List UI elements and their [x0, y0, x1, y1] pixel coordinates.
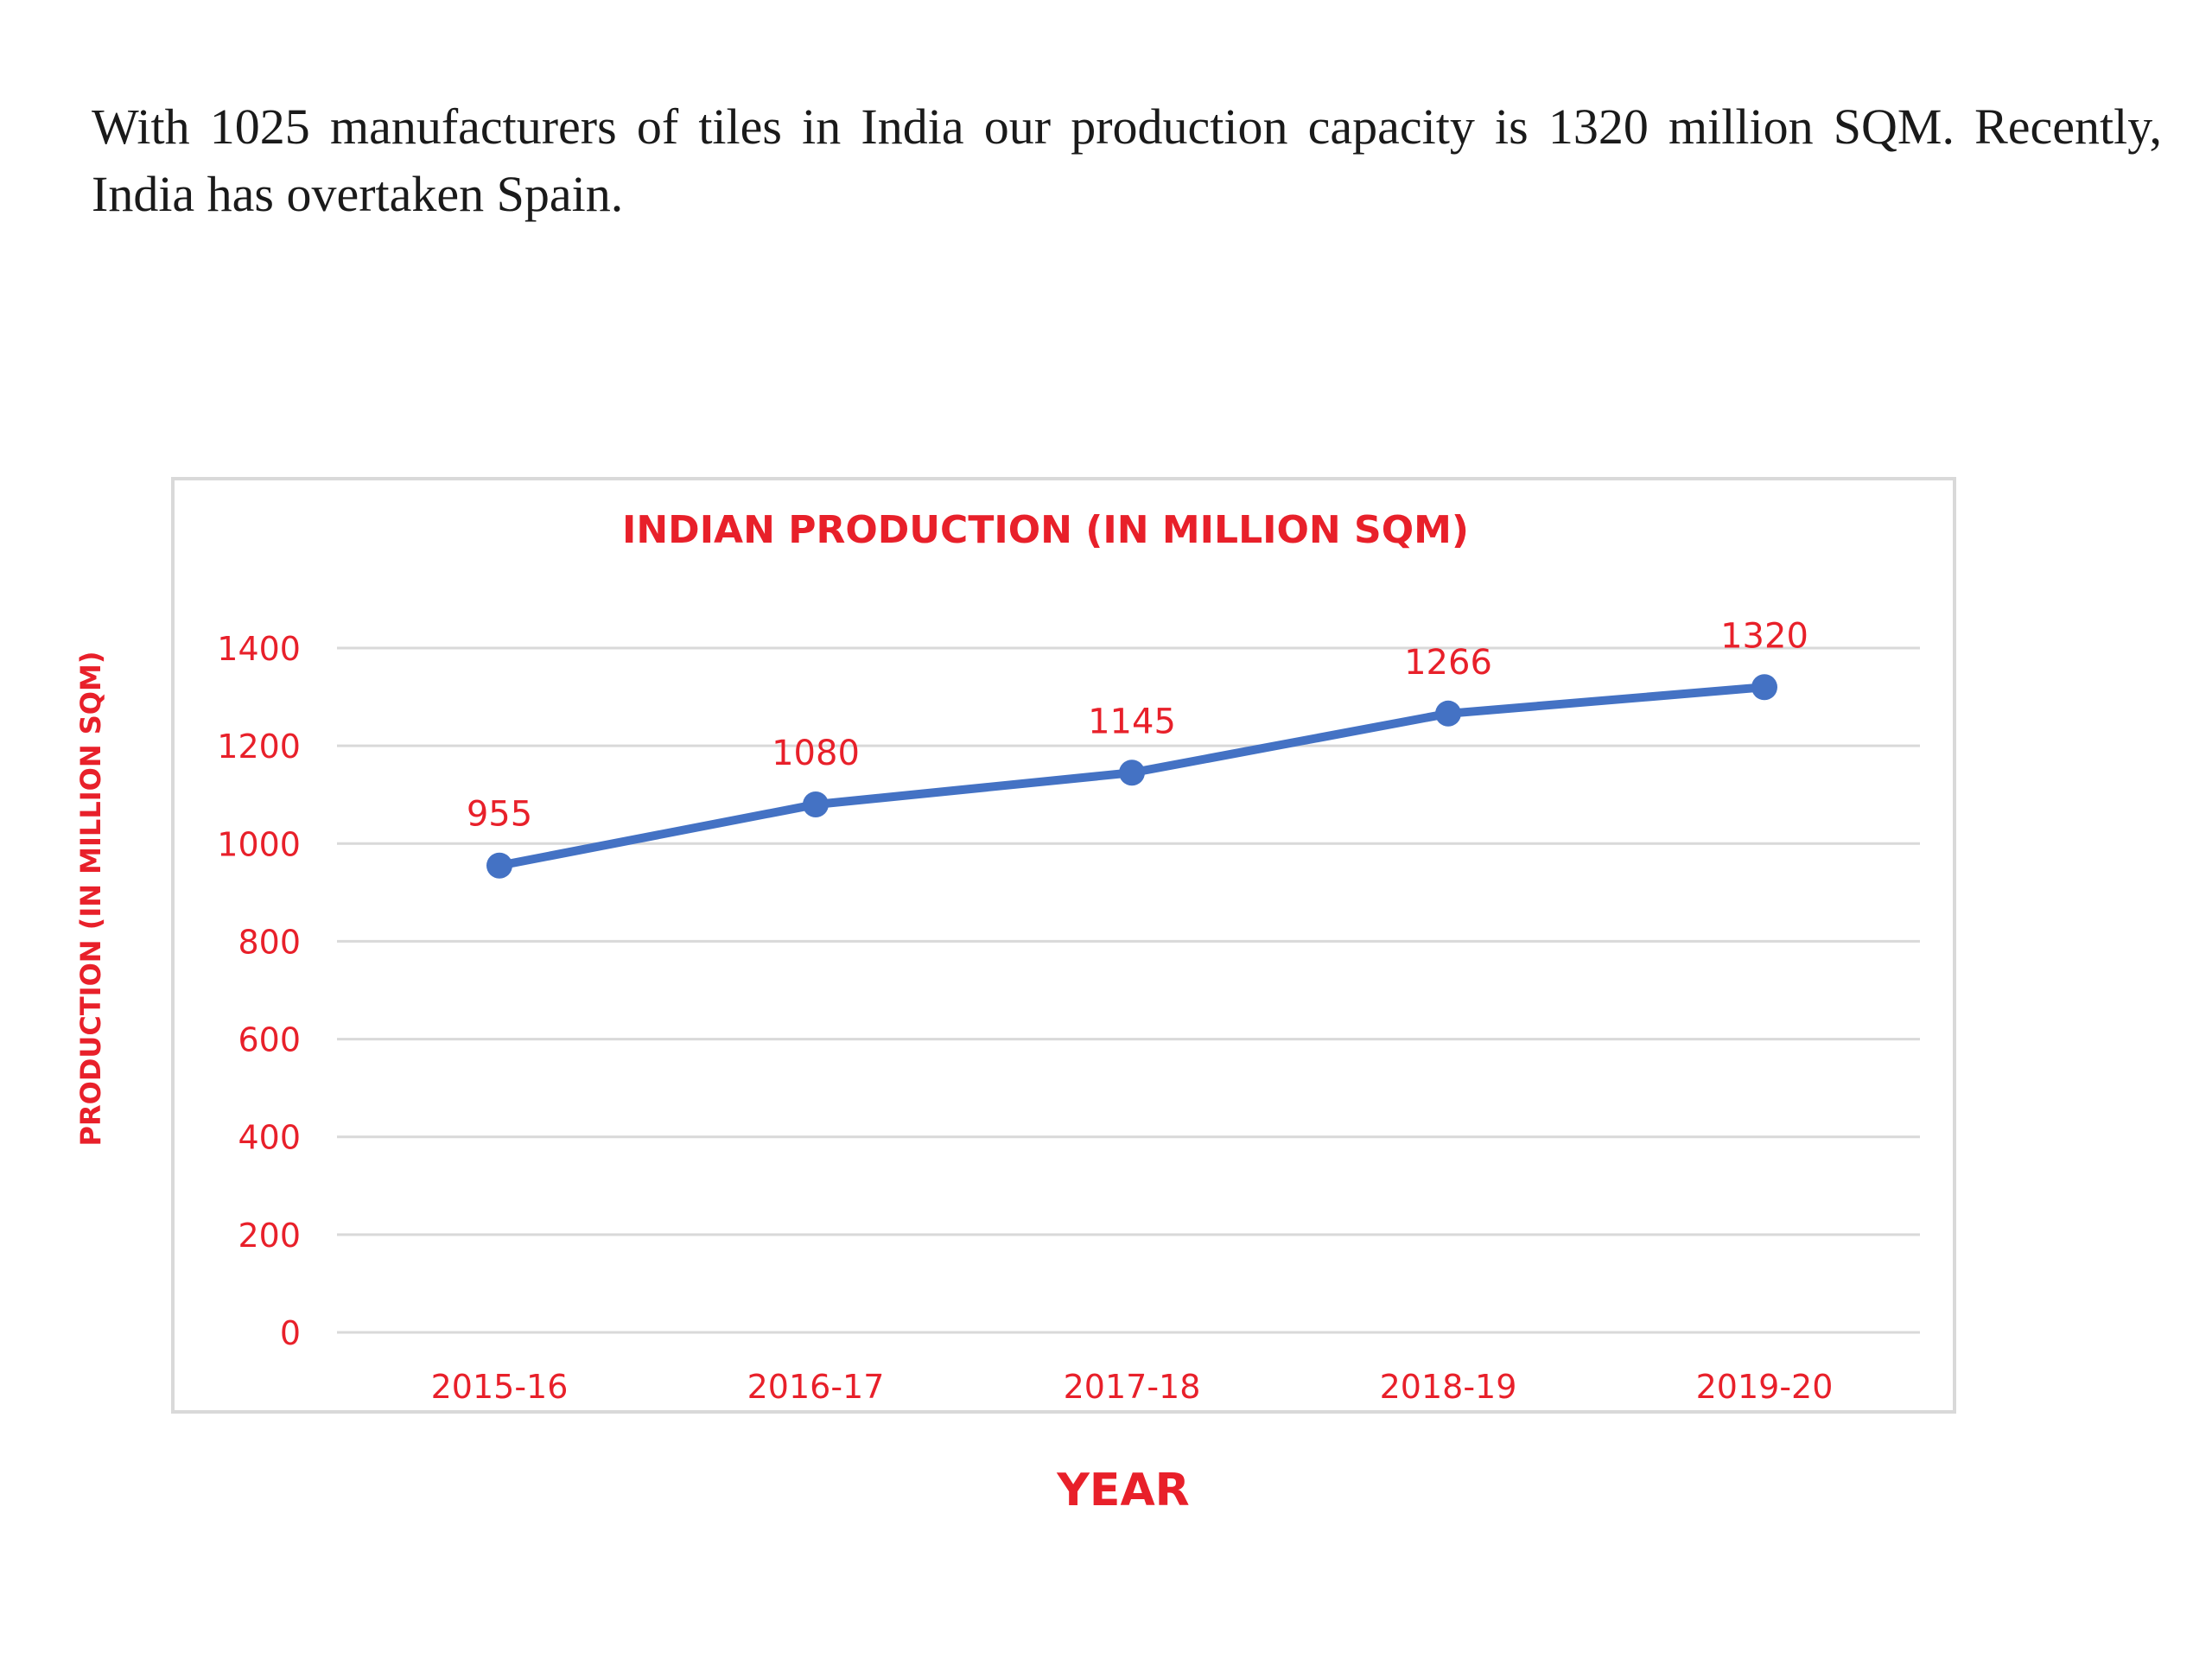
- data-point-2015-16: [486, 852, 512, 879]
- y-axis-title: PRODUCTION (IN MILLION SQM): [74, 652, 107, 1147]
- y-tick-label-800: 800: [238, 923, 301, 961]
- x-tick-label-2016-17: 2016-17: [747, 1368, 885, 1406]
- y-tick-label-1400: 1400: [217, 630, 301, 668]
- data-point-2018-19: [1435, 700, 1461, 727]
- data-label-2015-16: 955: [467, 795, 532, 835]
- x-tick-label-2018-19: 2018-19: [1380, 1368, 1517, 1406]
- x-tick-labels: 2015-16 2016-17 2017-18 2018-19 2019-20: [431, 1368, 1834, 1406]
- chart-title: INDIAN PRODUCTION (IN MILLION SQM): [622, 508, 1469, 552]
- x-tick-label-2017-18: 2017-18: [1064, 1368, 1201, 1406]
- y-tick-label-600: 600: [238, 1021, 301, 1059]
- data-label-2016-17: 1080: [772, 734, 860, 773]
- x-tick-label-2019-20: 2019-20: [1696, 1368, 1834, 1406]
- data-labels: 955 1080 1145 1266 1320: [467, 616, 1808, 834]
- y-tick-label-400: 400: [238, 1119, 301, 1157]
- y-tick-label-0: 0: [280, 1314, 301, 1352]
- data-point-2016-17: [803, 791, 829, 818]
- data-point-2019-20: [1751, 674, 1777, 701]
- data-label-2017-18: 1145: [1088, 702, 1176, 741]
- series-layer: [486, 674, 1777, 879]
- data-label-2019-20: 1320: [1720, 616, 1808, 656]
- data-label-2018-19: 1266: [1404, 643, 1492, 683]
- chart-frame: [171, 477, 1956, 1414]
- y-tick-labels: 0 200 400 600 800 1000 1200 1400: [217, 630, 301, 1352]
- gridlines: [337, 646, 1920, 1334]
- y-tick-label-1200: 1200: [217, 728, 301, 766]
- intro-paragraph: With 1025 manufacturers of tiles in Indi…: [92, 99, 2162, 222]
- y-tick-label-200: 200: [238, 1217, 301, 1255]
- data-point-2017-18: [1119, 760, 1145, 786]
- x-tick-label-2015-16: 2015-16: [431, 1368, 569, 1406]
- x-axis-title: YEAR: [1056, 1465, 1189, 1516]
- y-tick-label-1000: 1000: [217, 825, 301, 863]
